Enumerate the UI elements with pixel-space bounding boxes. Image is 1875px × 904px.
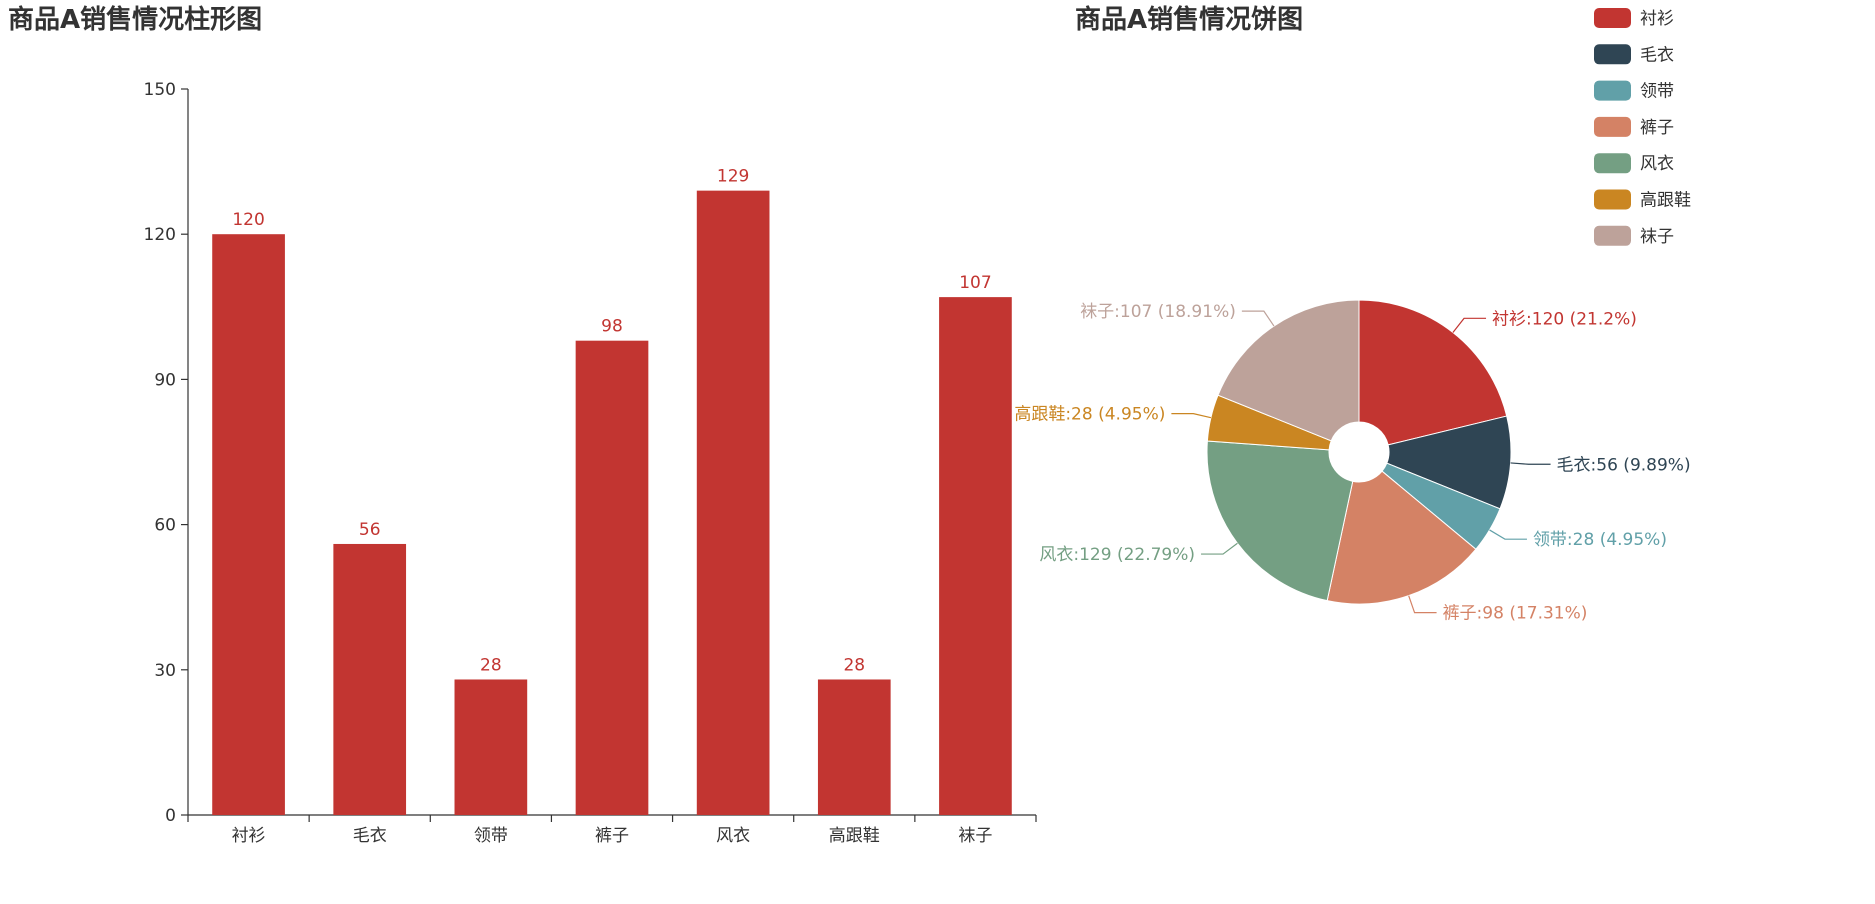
legend-swatch bbox=[1594, 44, 1631, 65]
pie-label-line bbox=[1408, 595, 1437, 614]
pie-label-line bbox=[1171, 413, 1212, 419]
bar-data-label: 107 bbox=[959, 273, 991, 293]
bar-x-tick-label: 高跟鞋 bbox=[829, 826, 880, 846]
bar[interactable] bbox=[575, 340, 649, 815]
bar-data-label: 28 bbox=[480, 655, 502, 675]
bar-y-tick-label: 0 bbox=[165, 806, 176, 826]
bar[interactable] bbox=[939, 297, 1012, 815]
pie-chart-title: 商品A销售情况饼图 bbox=[1075, 4, 1303, 35]
legend-label: 领带 bbox=[1640, 82, 1674, 102]
pie-slice-label: 领带:28 (4.95%) bbox=[1533, 530, 1667, 550]
pie-slice-label: 裤子:98 (17.31%) bbox=[1443, 604, 1588, 624]
legend-label: 风衣 bbox=[1640, 154, 1674, 174]
bar-data-label: 98 bbox=[601, 317, 623, 337]
legend-item[interactable]: 袜子 bbox=[1594, 225, 1674, 247]
bar[interactable] bbox=[333, 543, 407, 815]
legend-item[interactable]: 毛衣 bbox=[1594, 44, 1674, 65]
bar-data-label: 28 bbox=[843, 655, 865, 675]
pie-slice-label: 衬衫:120 (21.2%) bbox=[1492, 309, 1637, 329]
pie-label-line bbox=[1201, 542, 1238, 555]
bar-data-label: 129 bbox=[717, 167, 749, 187]
pie-slice[interactable] bbox=[1217, 299, 1360, 442]
bar-x-tick-label: 风衣 bbox=[716, 826, 750, 846]
pie-slice[interactable] bbox=[1206, 440, 1354, 602]
bar[interactable] bbox=[696, 190, 770, 815]
bar-y-tick-label: 120 bbox=[144, 225, 176, 245]
pie-chart: 衬衫:120 (21.2%) 毛衣:56 (9.89%) 领带:28 (4.95%)… bbox=[1014, 299, 1691, 624]
legend-item[interactable]: 风衣 bbox=[1594, 153, 1674, 174]
legend-swatch bbox=[1594, 80, 1631, 101]
bar-data-label: 56 bbox=[359, 520, 381, 540]
bar[interactable] bbox=[212, 234, 285, 815]
pie-slice-label: 风衣:129 (22.79%) bbox=[1039, 545, 1195, 565]
bar[interactable] bbox=[817, 679, 891, 815]
bar-y-tick-label: 30 bbox=[154, 661, 176, 681]
bar-y-tick-label: 90 bbox=[154, 370, 176, 390]
legend-item[interactable]: 高跟鞋 bbox=[1594, 189, 1691, 211]
pie-slice[interactable] bbox=[1326, 470, 1477, 605]
legend-item[interactable]: 裤子 bbox=[1594, 116, 1674, 138]
pie-label-line bbox=[1510, 462, 1551, 465]
legend-label: 袜子 bbox=[1640, 227, 1674, 247]
legend-item[interactable]: 衬衫 bbox=[1594, 8, 1674, 29]
bar-y-tick-label: 150 bbox=[144, 80, 176, 100]
bar-x-tick-label: 袜子 bbox=[958, 826, 992, 846]
legend-item[interactable]: 领带 bbox=[1594, 80, 1674, 102]
bar[interactable] bbox=[454, 679, 528, 815]
legend-label: 毛衣 bbox=[1640, 45, 1674, 65]
legend-swatch bbox=[1594, 189, 1631, 210]
bar-chart-title: 商品A销售情况柱形图 bbox=[8, 4, 262, 35]
legend-label: 裤子 bbox=[1640, 118, 1674, 138]
legend-swatch bbox=[1594, 225, 1631, 246]
bar-y-tick-label: 60 bbox=[154, 516, 176, 536]
pie-label-line bbox=[1452, 317, 1487, 333]
legend-swatch bbox=[1594, 8, 1631, 28]
legend-swatch bbox=[1594, 116, 1631, 137]
pie-slice-label: 袜子:107 (18.91%) bbox=[1080, 302, 1236, 322]
legend-label: 高跟鞋 bbox=[1640, 191, 1691, 211]
pie-label-line bbox=[1489, 529, 1527, 540]
bar-x-tick-label: 裤子 bbox=[595, 826, 629, 846]
bar-chart: 0 30 60 90 120 150 120 衬衫 56 毛衣 28 领带 98 裤子 129 风衣 28 高跟鞋… bbox=[144, 80, 1037, 846]
pie-slice-label: 高跟鞋:28 (4.95%) bbox=[1014, 405, 1165, 425]
bar-x-tick-label: 衬衫 bbox=[232, 826, 266, 846]
legend-label: 衬衫 bbox=[1640, 9, 1674, 29]
pie-slice-label: 毛衣:56 (9.89%) bbox=[1557, 455, 1691, 475]
bar-x-tick-label: 领带 bbox=[474, 826, 508, 846]
pie-slice[interactable] bbox=[1386, 415, 1512, 510]
bar-x-tick-label: 毛衣 bbox=[353, 826, 387, 846]
bar-data-label: 120 bbox=[232, 210, 264, 230]
pie-slice[interactable] bbox=[1358, 299, 1508, 446]
pie-label-line bbox=[1241, 310, 1275, 327]
legend-swatch bbox=[1594, 153, 1631, 174]
